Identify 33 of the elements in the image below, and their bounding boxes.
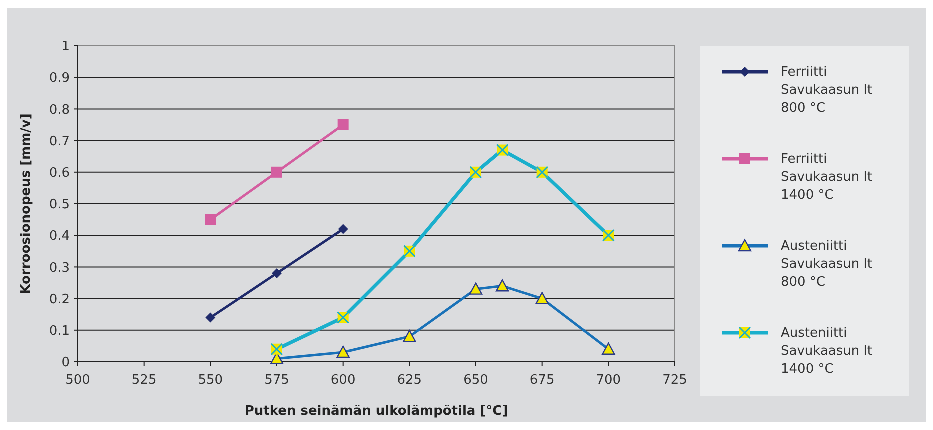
y-tick-label: 0.6	[49, 166, 70, 181]
x-tick-label: 550	[198, 373, 224, 388]
y-tick-label: 1	[62, 40, 70, 55]
y-axis-title: Korroosionopeus [mm/v]	[19, 114, 34, 294]
x-tick-label: 600	[330, 373, 356, 388]
y-tick-label: 0.2	[49, 292, 70, 308]
point	[338, 224, 348, 234]
x-tick-label: 700	[596, 373, 622, 388]
point	[206, 312, 216, 323]
legend-label: Ferriitti Savukaasun lt 1400 °C	[781, 152, 872, 203]
y-tick-label: 0.1	[49, 324, 70, 339]
point	[205, 214, 216, 226]
x-axis-title: Putken seinämän ulkolämpötila [°C]	[244, 404, 508, 419]
x-tick-label: 500	[66, 373, 90, 388]
point	[272, 166, 282, 178]
x-tick-label: 575	[264, 373, 290, 388]
y-tick-label: 0.5	[49, 198, 70, 213]
x-tick-label: 525	[132, 373, 157, 388]
x-tick-label: 650	[464, 373, 488, 388]
y-tick-label: 0.9	[49, 71, 70, 86]
x-tick-label: 625	[397, 373, 422, 388]
legend-label: Austeniitti Savukaasun lt 1400 °C	[781, 326, 872, 377]
legend-label: Ferriitti Savukaasun lt 800 °C	[781, 65, 872, 116]
point	[272, 268, 282, 279]
y-tick-label: 0.3	[49, 260, 70, 276]
y-tick-label: 0	[62, 356, 70, 371]
y-tick-label: 0.4	[49, 229, 70, 244]
point	[338, 120, 349, 130]
legend-label: Austeniitti Savukaasun lt 800 °C	[781, 239, 872, 290]
x-tick-label: 675	[530, 373, 555, 388]
y-tick-label: 0.7	[49, 134, 70, 150]
y-tick-label: 0.8	[49, 102, 70, 118]
x-tick-label: 725	[662, 373, 688, 388]
